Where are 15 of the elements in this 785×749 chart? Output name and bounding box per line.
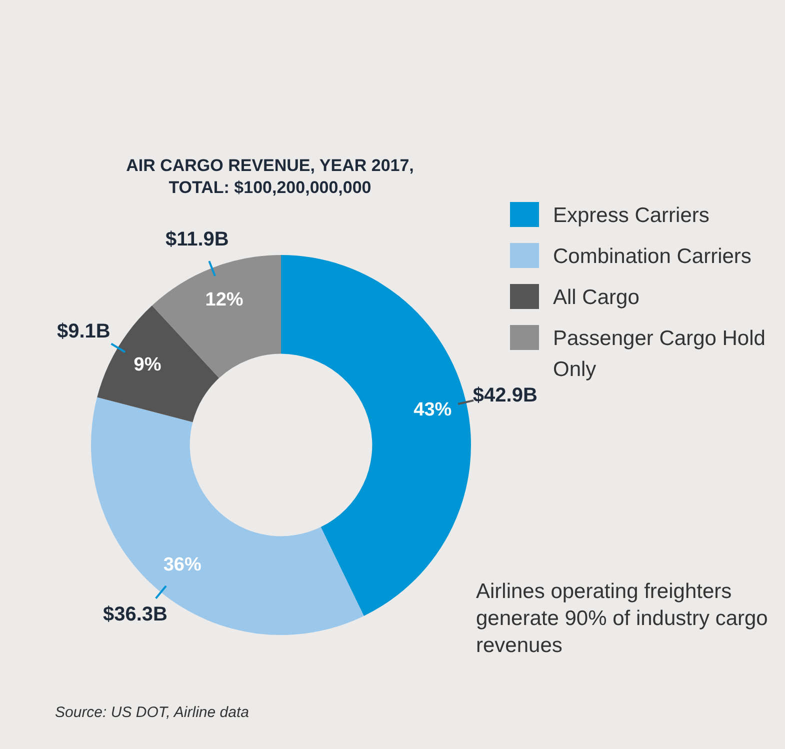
text: $36.3B xyxy=(102,604,168,626)
source-note: Source: US DOT, Airline data xyxy=(55,704,249,721)
text: $42.9B xyxy=(472,384,538,406)
chart-title: AIR CARGO REVENUE, YEAR 2017, TOTAL: $100,200,000,000 xyxy=(125,155,415,199)
legend-label: All Cargo xyxy=(553,285,640,311)
data-label: 12% xyxy=(205,289,244,310)
data-label: 43% xyxy=(414,399,452,420)
data-label: 36% xyxy=(163,554,202,576)
text: Airlines operating freighters generate 90% of industry cargo revenues xyxy=(476,579,769,659)
legend-label: Express Carriers xyxy=(553,203,710,229)
legend-label: Combination Carriers xyxy=(553,244,752,270)
legend-label: Passenger Cargo Hold Only xyxy=(553,326,766,383)
text: $9.1B xyxy=(56,320,110,343)
text: $11.9B xyxy=(165,228,229,251)
data-label: 9% xyxy=(134,354,162,376)
